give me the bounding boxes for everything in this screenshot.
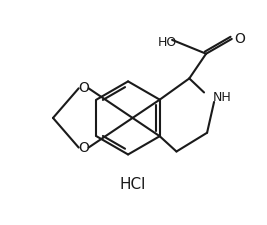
Text: HO: HO — [158, 36, 178, 49]
Text: HCl: HCl — [120, 177, 146, 192]
Text: O: O — [235, 32, 246, 46]
Text: O: O — [78, 81, 89, 95]
Text: NH: NH — [213, 91, 232, 104]
Text: O: O — [78, 141, 89, 155]
